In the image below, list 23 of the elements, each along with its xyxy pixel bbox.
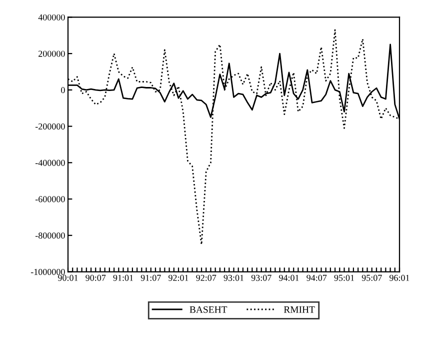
y-tick-label: -200000 [35, 123, 65, 130]
y-tick-label: -400000 [35, 160, 65, 166]
x-tick-label: 91:07 [140, 274, 161, 281]
x-tick-label: 90:07 [86, 274, 106, 281]
x-tick-label: 93:01 [224, 274, 244, 281]
y-tick-label: 0 [61, 87, 65, 94]
legend-label: BASEHT [190, 306, 228, 313]
y-tick-label: 400000 [38, 14, 65, 20]
y-tick-label: -800000 [35, 232, 65, 239]
x-tick-label: 92:07 [196, 274, 216, 281]
x-tick-label: 93:07 [251, 274, 272, 281]
y-tick-label: -600000 [35, 196, 65, 202]
x-tick-label: 90:01 [58, 274, 78, 281]
y-tick-label: -1000000 [30, 268, 65, 275]
x-tick-label: 95:01 [334, 274, 354, 281]
x-tick-label: 94:07 [306, 274, 327, 281]
y-tick-label: 200000 [38, 50, 65, 57]
x-tick-label: 94:01 [279, 274, 299, 281]
x-tick-label: 92:01 [168, 274, 188, 281]
x-tick-label: 95:07 [362, 274, 382, 281]
x-tick-label: 96:01 [390, 274, 410, 281]
x-tick-label: 91:01 [113, 274, 133, 281]
legend-label: RMIHT [284, 306, 315, 313]
